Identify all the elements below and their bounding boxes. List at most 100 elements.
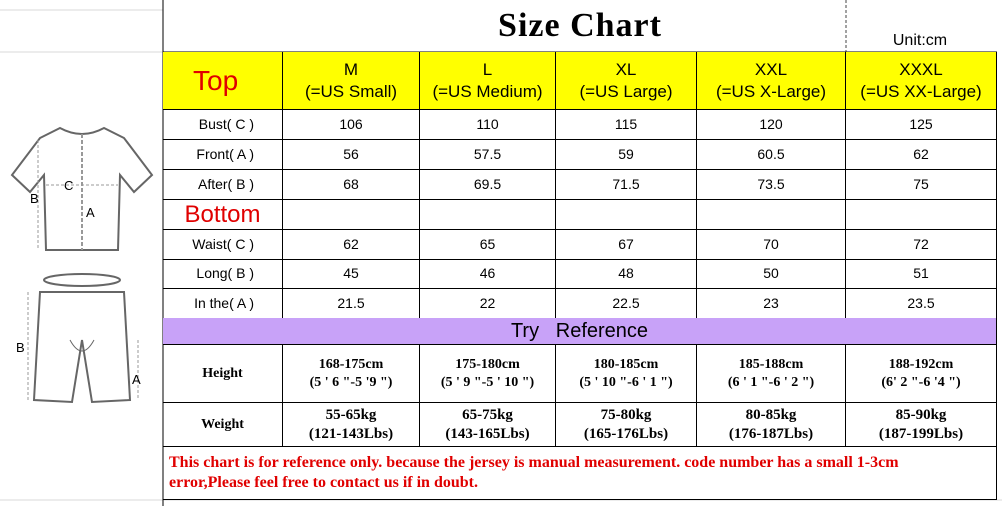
reference-label: Height — [163, 345, 283, 403]
row-label-text: Long( B ) — [196, 265, 254, 281]
value-cell-text: 45 — [343, 265, 359, 281]
value-cell: 56 — [283, 140, 420, 170]
reference-cell-text: 85-90kg — [895, 406, 947, 423]
reference-cell: 85-90kg (187-199Lbs) — [846, 403, 997, 447]
value-cell-text: 72 — [913, 235, 929, 252]
diagram-label: A — [132, 372, 141, 387]
reference-cell-text: 55-65kg — [325, 406, 377, 423]
value-cell: 60.5 — [697, 140, 846, 170]
title: Size Chart — [163, 0, 997, 52]
reference-cell: 188-192cm (6' 2 "-6 '4 ") — [846, 345, 997, 403]
size-header-text: L — [482, 60, 493, 80]
size-header-text: XL — [615, 60, 637, 80]
size-header-text: XXXL — [899, 60, 943, 80]
shorts-illustration — [27, 273, 139, 404]
reference-cell: 55-65kg (121-143Lbs) — [283, 403, 420, 447]
value-cell: 45 — [283, 259, 420, 289]
value-cell: 75 — [846, 170, 997, 200]
reference-cell-text: (6' 2 "-6 '4 ") — [881, 374, 961, 390]
value-cell-text: 73.5 — [757, 175, 785, 192]
value-cell: 125 — [846, 110, 997, 140]
reference-cell-text: 75-80kg — [600, 406, 652, 423]
value-cell-text: 69.5 — [473, 175, 502, 192]
note-text: This chart is for reference only. becaus… — [169, 454, 899, 491]
reference-cell: 175-180cm (5 ' 9 "-5 ' 10 ") — [420, 345, 556, 403]
value-cell: 57.5 — [420, 140, 556, 170]
value-cell: 68 — [283, 170, 420, 200]
value-cell-text: 110 — [476, 115, 499, 132]
row-label-text: Waist( C ) — [192, 235, 254, 252]
row-label: Waist( C ) — [163, 230, 283, 260]
value-cell-text: 22 — [479, 294, 496, 311]
reference-cell-text: 168-175cm — [318, 357, 384, 372]
value-cell-text: 68 — [343, 175, 359, 192]
reference-cell-text: (143-165Lbs) — [445, 425, 530, 442]
bottom-label: Bottom — [163, 200, 283, 230]
diagram-label: C — [64, 178, 73, 193]
value-cell-text: 23 — [763, 294, 779, 311]
reference-label: Weight — [163, 403, 283, 447]
reference-cell-text: 80-85kg — [745, 406, 797, 423]
top-label-text: Top — [193, 65, 239, 96]
value-cell-text: 106 — [339, 115, 363, 132]
reference-cell: 75-80kg (165-176Lbs) — [556, 403, 697, 447]
value-cell: 46 — [420, 259, 556, 289]
value-cell: 59 — [556, 140, 697, 170]
row-label: Bust( C ) — [163, 110, 283, 140]
value-cell: 22 — [420, 289, 556, 319]
size-header-text: (=US Small) — [304, 81, 398, 101]
value-cell-text: 62 — [343, 235, 359, 252]
reference-cell-text: (176-187Lbs) — [728, 425, 814, 442]
size-header: XL (=US Large) — [556, 52, 697, 110]
bottom-label-text: Bottom — [184, 200, 261, 228]
note: This chart is for reference only. becaus… — [163, 447, 997, 500]
size-header-text: (=US Medium) — [432, 81, 543, 101]
value-cell-text: 23.5 — [907, 294, 935, 311]
reference-cell: 65-75kg (143-165Lbs) — [420, 403, 556, 447]
reference-cell-text: (5 ' 6 "-5 '9 ") — [309, 374, 393, 390]
empty-cell — [283, 200, 420, 230]
reference-cell-text: (5 ' 10 "-6 ' 1 ") — [579, 374, 673, 390]
value-cell-text: 115 — [614, 115, 638, 132]
row-label-text: After( B ) — [197, 175, 254, 192]
value-cell-text: 65 — [479, 235, 496, 252]
row-label: Long( B ) — [163, 259, 283, 289]
value-cell: 50 — [697, 259, 846, 289]
value-cell: 23 — [697, 289, 846, 319]
row-label: After( B ) — [163, 170, 283, 200]
reference-cell-text: (187-199Lbs) — [878, 425, 964, 442]
value-cell: 23.5 — [846, 289, 997, 319]
size-header: XXL (=US X-Large) — [697, 52, 846, 110]
reference-cell-text: 185-188cm — [738, 357, 804, 372]
value-cell-text: 21.5 — [337, 294, 365, 311]
reference-cell-text: 175-180cm — [455, 357, 520, 372]
value-cell: 72 — [846, 230, 997, 260]
value-cell-text: 125 — [909, 115, 933, 132]
value-cell-text: 59 — [618, 145, 634, 162]
value-cell-text: 50 — [763, 265, 779, 281]
value-cell-text: 22.5 — [612, 294, 640, 311]
value-cell-text: 51 — [913, 265, 929, 281]
diagram-label: B — [16, 340, 25, 355]
value-cell-text: 56 — [343, 145, 359, 162]
value-cell: 70 — [697, 230, 846, 260]
reference-cell-text: 188-192cm — [888, 357, 954, 372]
reference-cell-text: (6 ' 1 "-6 ' 2 ") — [727, 374, 815, 390]
value-cell: 73.5 — [697, 170, 846, 200]
size-header-text: (=US XX-Large) — [860, 81, 982, 101]
value-cell: 62 — [846, 140, 997, 170]
value-cell-text: 46 — [479, 265, 496, 281]
unit: Unit:cm — [850, 30, 990, 52]
value-cell: 115 — [556, 110, 697, 140]
value-cell: 69.5 — [420, 170, 556, 200]
size-header-text: XXL — [754, 60, 788, 80]
value-cell-text: 120 — [759, 115, 783, 132]
diagram-label: B — [30, 191, 39, 206]
value-cell-text: 62 — [913, 145, 929, 162]
jersey-illustration — [10, 126, 154, 251]
empty-cell — [420, 200, 556, 230]
reference-cell-text: (121-143Lbs) — [308, 425, 394, 442]
value-cell: 120 — [697, 110, 846, 140]
value-cell-text: 48 — [618, 265, 634, 281]
